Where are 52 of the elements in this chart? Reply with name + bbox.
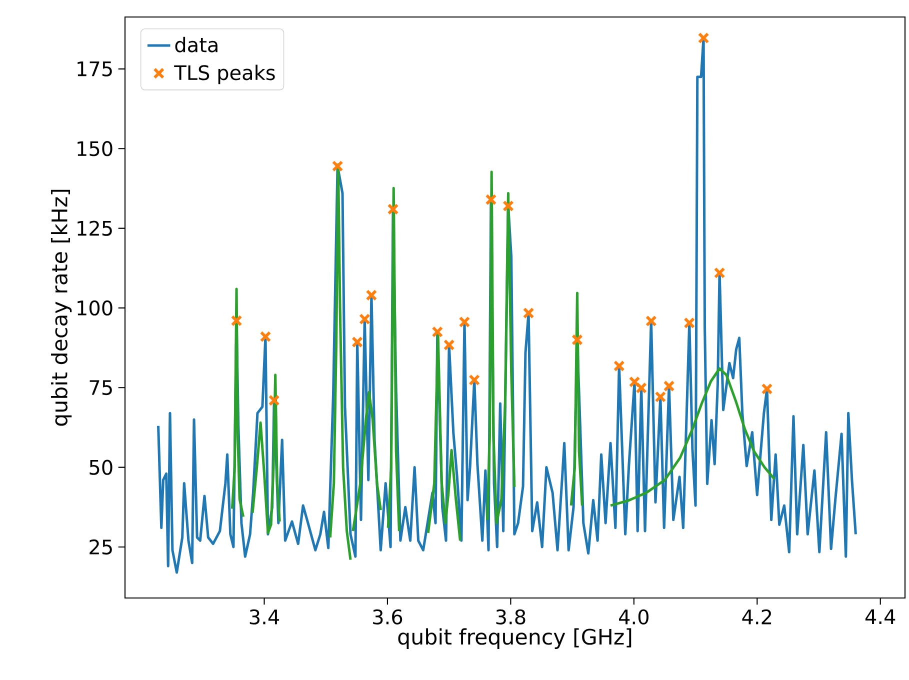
point — [663, 380, 675, 392]
line-series — [386, 186, 400, 532]
line-series — [230, 288, 245, 518]
line-series — [426, 332, 462, 542]
line-series — [251, 374, 281, 534]
point — [502, 200, 514, 212]
point — [761, 383, 773, 395]
point — [260, 330, 272, 342]
point — [352, 336, 363, 348]
point — [485, 194, 497, 206]
y-axis-title: qubit decay rate [kHz] — [50, 190, 72, 426]
point — [645, 315, 657, 327]
y-tick-label: 50 — [90, 460, 112, 475]
x-tick-label: 3.8 — [496, 609, 526, 624]
point — [458, 316, 470, 328]
y-tick-label: 175 — [78, 62, 112, 76]
point — [714, 267, 726, 279]
point — [432, 326, 444, 338]
point — [636, 382, 648, 394]
point — [654, 391, 666, 403]
point — [522, 307, 534, 319]
point — [387, 203, 399, 215]
x-tick-label: 3.6 — [373, 609, 402, 624]
x-axis-title: qubit frequency [GHz] — [398, 628, 632, 649]
point — [698, 32, 710, 44]
point — [684, 317, 696, 329]
point — [468, 374, 480, 386]
line-series — [570, 292, 584, 507]
y-tick-label: 125 — [78, 220, 112, 236]
point — [332, 160, 344, 172]
x-tick-label: 4.0 — [618, 609, 648, 624]
line-series — [328, 163, 352, 562]
point — [268, 394, 280, 406]
x-tick-label: 4.2 — [742, 609, 772, 624]
point — [230, 315, 242, 326]
y-tick-label: 75 — [90, 380, 112, 396]
x-tick-label: 4.4 — [865, 609, 896, 624]
point — [366, 290, 378, 301]
line-series — [352, 390, 382, 532]
x-tick-label: 3.4 — [250, 609, 280, 624]
legend-label: TLS peaks — [174, 64, 275, 84]
line-series — [609, 367, 776, 507]
legend-label: data — [175, 36, 218, 52]
point — [443, 339, 455, 351]
line-series — [486, 170, 516, 524]
point — [358, 313, 370, 325]
y-tick-label: 150 — [78, 141, 112, 156]
point — [613, 360, 625, 372]
point — [572, 334, 583, 346]
y-tick-label: 100 — [78, 300, 112, 316]
y-tick-label: 25 — [90, 539, 112, 555]
point — [628, 376, 640, 388]
